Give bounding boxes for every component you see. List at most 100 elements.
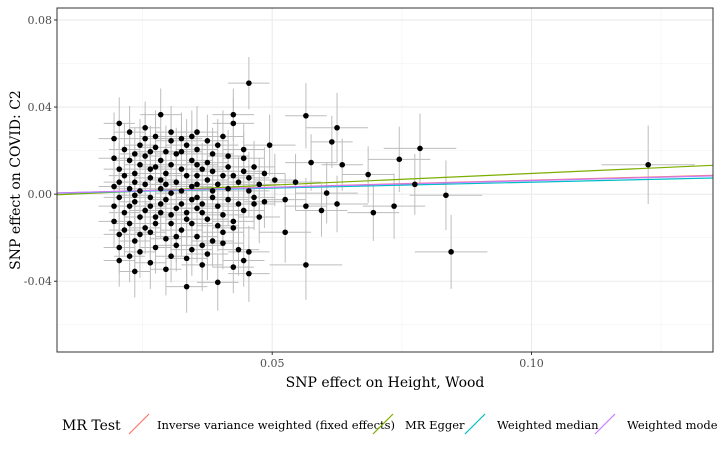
data-point — [230, 120, 237, 127]
data-point — [163, 266, 169, 273]
legend-label: Weighted median — [497, 418, 599, 432]
data-point — [142, 153, 148, 159]
legend-label: MR Egger — [405, 418, 465, 432]
data-point — [189, 157, 195, 164]
data-point — [220, 172, 226, 179]
data-point — [142, 135, 148, 142]
data-point — [261, 170, 268, 177]
data-point — [194, 129, 200, 135]
data-point — [240, 155, 247, 162]
data-point — [194, 194, 200, 201]
regression-line — [57, 175, 713, 194]
data-point — [116, 244, 123, 251]
data-point — [116, 194, 123, 201]
data-point — [318, 207, 325, 214]
data-point — [334, 124, 340, 131]
y-tick-label: 0.00 — [28, 188, 53, 201]
data-point — [246, 188, 252, 194]
data-point — [645, 161, 651, 168]
data-point — [111, 155, 117, 162]
data-point — [308, 159, 314, 166]
data-point — [173, 242, 180, 249]
data-point — [209, 238, 216, 244]
data-point — [116, 231, 123, 238]
data-point — [246, 249, 252, 255]
data-point — [189, 133, 195, 140]
data-point — [178, 135, 185, 142]
data-point — [220, 240, 226, 246]
data-point — [126, 220, 133, 227]
legend-key — [594, 413, 616, 435]
data-point — [121, 146, 128, 153]
data-point — [256, 214, 263, 220]
data-point — [225, 153, 231, 159]
data-point — [163, 181, 169, 188]
data-point — [116, 166, 123, 172]
data-point — [147, 148, 154, 155]
data-point — [214, 279, 221, 286]
data-point — [111, 218, 117, 225]
data-point — [147, 175, 154, 181]
data-point — [209, 194, 216, 201]
data-point — [225, 164, 231, 170]
data-point — [370, 209, 377, 216]
data-point — [163, 235, 169, 242]
data-point — [204, 138, 211, 144]
data-point — [225, 196, 231, 203]
data-point — [199, 242, 206, 249]
data-point — [189, 246, 195, 253]
data-point — [272, 177, 278, 183]
data-point — [240, 146, 247, 153]
legend: MR Test Inverse variance weighted (fixed… — [62, 413, 718, 435]
data-point — [168, 129, 174, 135]
data-point — [126, 185, 133, 192]
data-point — [116, 120, 123, 127]
data-point — [131, 192, 138, 199]
data-point — [111, 203, 117, 209]
x-tick-label: 0.10 — [519, 357, 544, 370]
data-point — [163, 196, 169, 203]
data-point — [178, 166, 185, 172]
data-point — [178, 148, 185, 155]
data-point — [204, 177, 211, 183]
data-point — [194, 172, 200, 179]
data-point — [282, 229, 288, 236]
data-point — [147, 194, 154, 201]
data-point — [137, 249, 143, 255]
data-point — [230, 225, 237, 231]
legend-title: MR Test — [62, 418, 121, 434]
data-point — [194, 181, 200, 188]
data-point — [126, 129, 133, 135]
data-point — [157, 201, 164, 207]
data-point — [220, 212, 226, 218]
data-points — [111, 80, 651, 290]
data-point — [152, 133, 159, 140]
data-point — [189, 220, 195, 227]
data-point — [163, 170, 169, 177]
data-point — [131, 268, 138, 275]
data-point — [204, 159, 211, 166]
data-point — [183, 216, 190, 222]
data-point — [168, 220, 174, 227]
data-point — [334, 201, 340, 207]
data-point — [137, 188, 143, 194]
data-point — [230, 111, 237, 118]
data-point — [292, 179, 299, 185]
data-point — [121, 209, 128, 216]
data-point — [209, 168, 216, 175]
y-tick-label: 0.08 — [28, 14, 53, 27]
axis-ticks: 0.05 0.10 -0.04 0.00 0.04 0.08 — [24, 14, 544, 370]
data-point — [230, 172, 237, 179]
data-point — [417, 145, 423, 152]
data-point — [152, 214, 159, 220]
data-point — [412, 181, 418, 188]
data-point — [137, 214, 143, 220]
data-point — [194, 161, 200, 168]
data-point — [178, 201, 185, 207]
data-point — [204, 216, 211, 222]
legend-label: Inverse variance weighted (fixed effects… — [157, 418, 395, 432]
data-point — [152, 244, 159, 251]
data-point — [163, 148, 169, 155]
y-axis-title: SNP effect on COVID: C2 — [8, 90, 24, 270]
